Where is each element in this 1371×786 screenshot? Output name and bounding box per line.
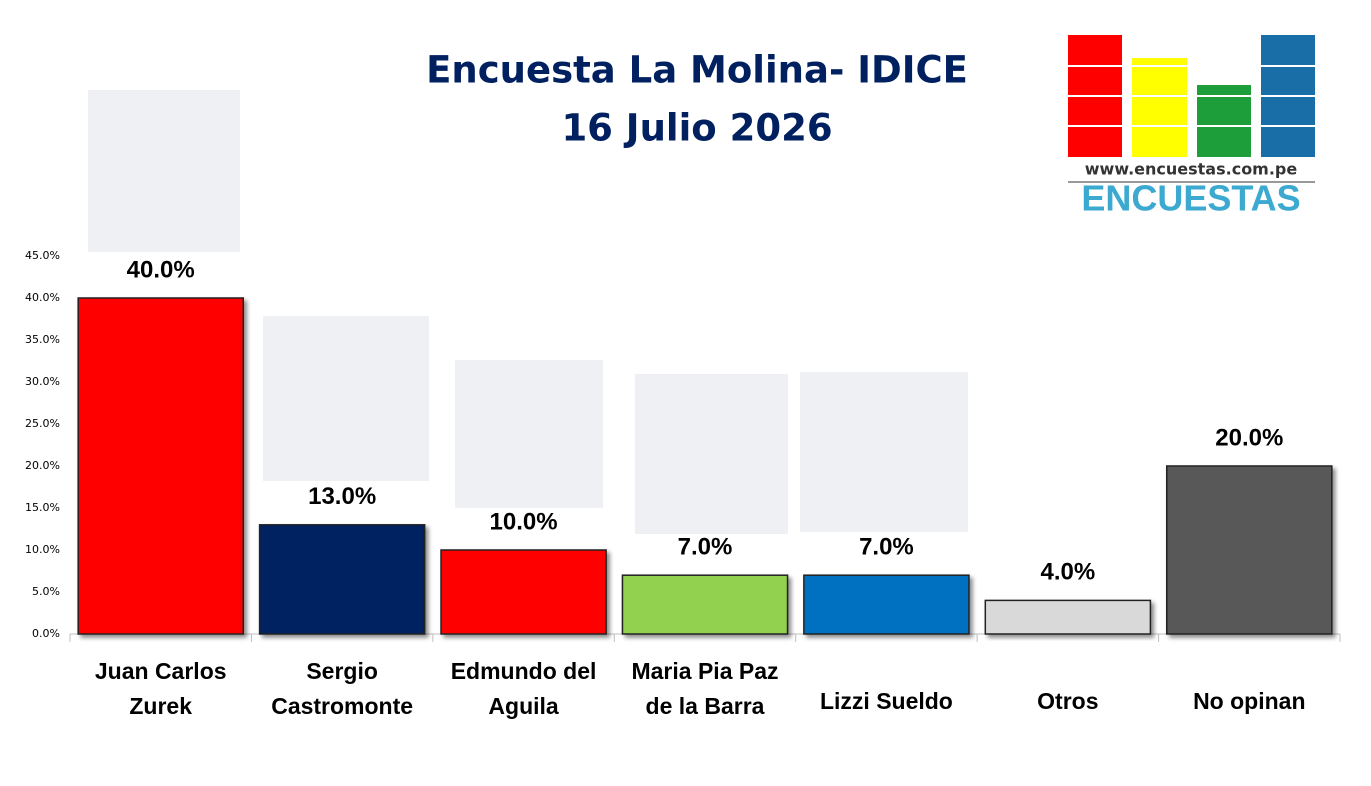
bar [1165, 465, 1333, 635]
bar [984, 599, 1152, 635]
y-tick-label: 0.0% [32, 627, 60, 640]
x-tick-label: Lizzi Sueldo [819, 688, 953, 714]
bar [803, 574, 970, 635]
logo: www.encuestas.com.pe ENCUESTAS [1068, 35, 1315, 219]
x-tick-label: Otros [1037, 688, 1099, 714]
value-label: 10.0% [490, 508, 558, 535]
y-tick-label: 15.0% [25, 501, 60, 514]
y-tick-label: 5.0% [32, 585, 60, 598]
candidate-photo [800, 372, 968, 532]
x-tick-label: No opinan [1193, 688, 1306, 714]
candidate-photo [88, 90, 240, 252]
logo-url: www.encuestas.com.pe [1085, 160, 1298, 179]
y-tick-label: 35.0% [25, 333, 60, 346]
logo-name: ENCUESTAS [1081, 178, 1300, 219]
y-tick-label: 45.0% [25, 249, 60, 262]
chart-title: Encuesta La Molina- IDICE [426, 49, 968, 92]
y-tick-label: 10.0% [25, 543, 60, 556]
candidate-photo [263, 316, 429, 481]
value-label: 20.0% [1215, 424, 1283, 451]
bar [258, 524, 426, 635]
y-tick-label: 20.0% [25, 459, 60, 472]
candidate-photo [455, 360, 603, 508]
x-tick-label: Edmundo del Aguila [450, 658, 597, 719]
value-label: 13.0% [308, 483, 376, 510]
y-tick-label: 30.0% [25, 375, 60, 388]
x-tick-label: Sergio Castromonte [271, 658, 414, 719]
bar [440, 549, 607, 635]
x-tick-label: Maria Pia Paz de la Barra [631, 658, 779, 719]
value-label: 40.0% [127, 256, 195, 283]
value-label: 4.0% [1041, 559, 1096, 586]
photos [88, 90, 968, 534]
bar [77, 297, 245, 635]
candidate-photo [635, 374, 788, 534]
bar [621, 574, 789, 635]
chart-subtitle: 16 Julio 2026 [561, 107, 832, 150]
value-label: 7.0% [678, 534, 733, 561]
x-tick-label: Juan Carlos Zurek [94, 658, 227, 719]
logo-bar [1132, 58, 1187, 157]
value-label: 7.0% [859, 534, 914, 561]
y-tick-label: 25.0% [25, 417, 60, 430]
y-tick-label: 40.0% [25, 291, 60, 304]
